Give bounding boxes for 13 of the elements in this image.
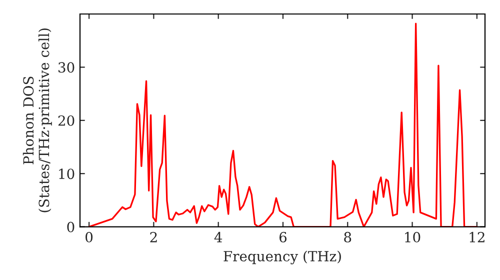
x-axis-title: Frequency (THz) xyxy=(224,250,341,264)
x-tick-label: 6 xyxy=(279,232,287,242)
x-tick-label: 12 xyxy=(470,232,484,242)
y-axis-title: Phonon DOS (States/THz·primitive cell) xyxy=(22,28,52,212)
y-tick-label: 0 xyxy=(67,222,74,232)
y-tick-label: 10 xyxy=(59,168,74,180)
y-tick-label: 30 xyxy=(58,62,74,73)
y-tick-label: 20 xyxy=(58,115,74,126)
x-tick-label: 2 xyxy=(150,232,157,242)
x-tick-label: 8 xyxy=(344,232,352,242)
x-tick-label: 4 xyxy=(214,232,222,242)
x-tick-label: 0 xyxy=(86,232,93,242)
x-tick-label: 10 xyxy=(405,232,420,242)
